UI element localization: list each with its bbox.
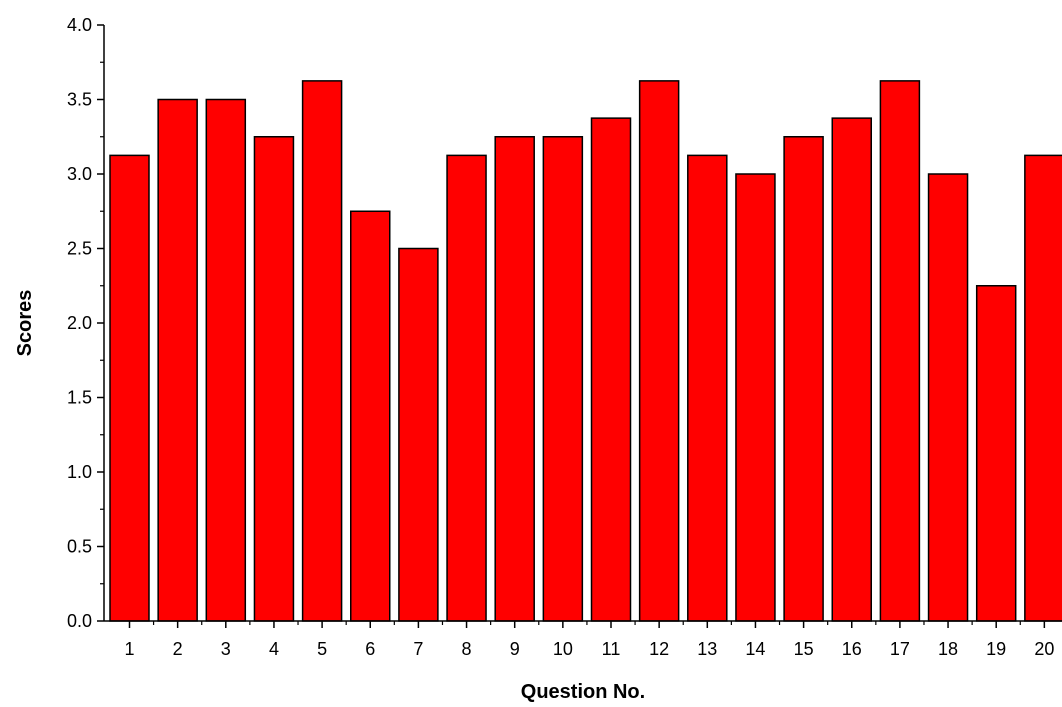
y-tick-label: 3.0 [67, 164, 92, 184]
x-tick-label: 19 [986, 639, 1006, 659]
bar-q15 [783, 136, 824, 622]
bar-q16 [831, 117, 872, 622]
x-tick-label: 12 [649, 639, 669, 659]
bar-q14 [735, 173, 776, 622]
bar-q6 [350, 210, 391, 622]
bar-q1 [109, 154, 150, 622]
bar-q4 [253, 136, 295, 622]
bar-q18 [927, 173, 969, 622]
y-axis-title: Scores [14, 290, 36, 357]
bar-q20 [1024, 154, 1062, 622]
x-tick-label: 20 [1034, 639, 1054, 659]
bar-q13 [687, 154, 728, 622]
bar-q19 [975, 285, 1017, 622]
x-tick-label: 5 [317, 639, 327, 659]
y-ticks-group: 0.0 0.5 1.0 1.5 2.0 2.5 3.0 3.5 4.0 [67, 15, 104, 631]
x-tick-label: 8 [462, 639, 472, 659]
x-tick-label: 2 [173, 639, 183, 659]
x-tick-label: 15 [794, 639, 814, 659]
bar-q9 [494, 136, 535, 622]
bar-q17 [879, 80, 921, 622]
x-tick-label: 6 [365, 639, 375, 659]
bar-q7 [398, 247, 439, 622]
y-tick-label: 1.0 [67, 462, 92, 482]
bar-q2 [157, 98, 198, 622]
x-tick-label: 7 [413, 639, 423, 659]
bar-q3 [205, 98, 247, 622]
x-tick-label: 18 [938, 639, 958, 659]
y-tick-label: 2.0 [67, 313, 92, 333]
bar-q10 [542, 136, 584, 622]
x-tick-label: 17 [890, 639, 910, 659]
y-tick-label: 1.5 [67, 388, 92, 408]
bar-q12 [638, 80, 680, 622]
y-tick-label: 4.0 [67, 15, 92, 35]
bars-group [109, 80, 1062, 622]
x-tick-label: 1 [124, 639, 134, 659]
x-tick-label: 10 [553, 639, 573, 659]
y-tick-label: 3.5 [67, 90, 92, 110]
x-tick-label: 14 [745, 639, 765, 659]
y-tick-label: 0.0 [67, 611, 92, 631]
bar-q5 [301, 80, 343, 622]
x-tick-label: 16 [842, 639, 862, 659]
bar-q11 [590, 117, 632, 622]
x-ticks-group: 1 2 3 4 5 6 7 8 9 10 11 12 13 14 15 16 17 18 19 20 [124, 621, 1054, 659]
x-axis-title: Question No. [521, 681, 645, 703]
y-tick-label: 0.5 [67, 537, 92, 557]
x-tick-label: 3 [221, 639, 231, 659]
x-tick-label: 9 [510, 639, 520, 659]
x-tick-label: 11 [602, 639, 621, 659]
x-tick-label: 13 [697, 639, 717, 659]
x-tick-label: 4 [269, 639, 279, 659]
bar-q8 [446, 154, 487, 622]
y-tick-label: 2.5 [67, 239, 92, 259]
